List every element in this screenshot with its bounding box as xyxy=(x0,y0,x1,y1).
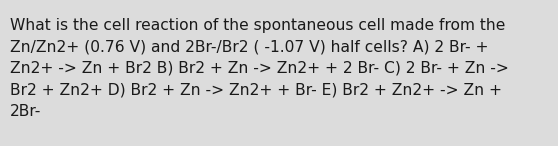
Text: What is the cell reaction of the spontaneous cell made from the
Zn/Zn2+ (0.76 V): What is the cell reaction of the spontan… xyxy=(10,18,509,119)
